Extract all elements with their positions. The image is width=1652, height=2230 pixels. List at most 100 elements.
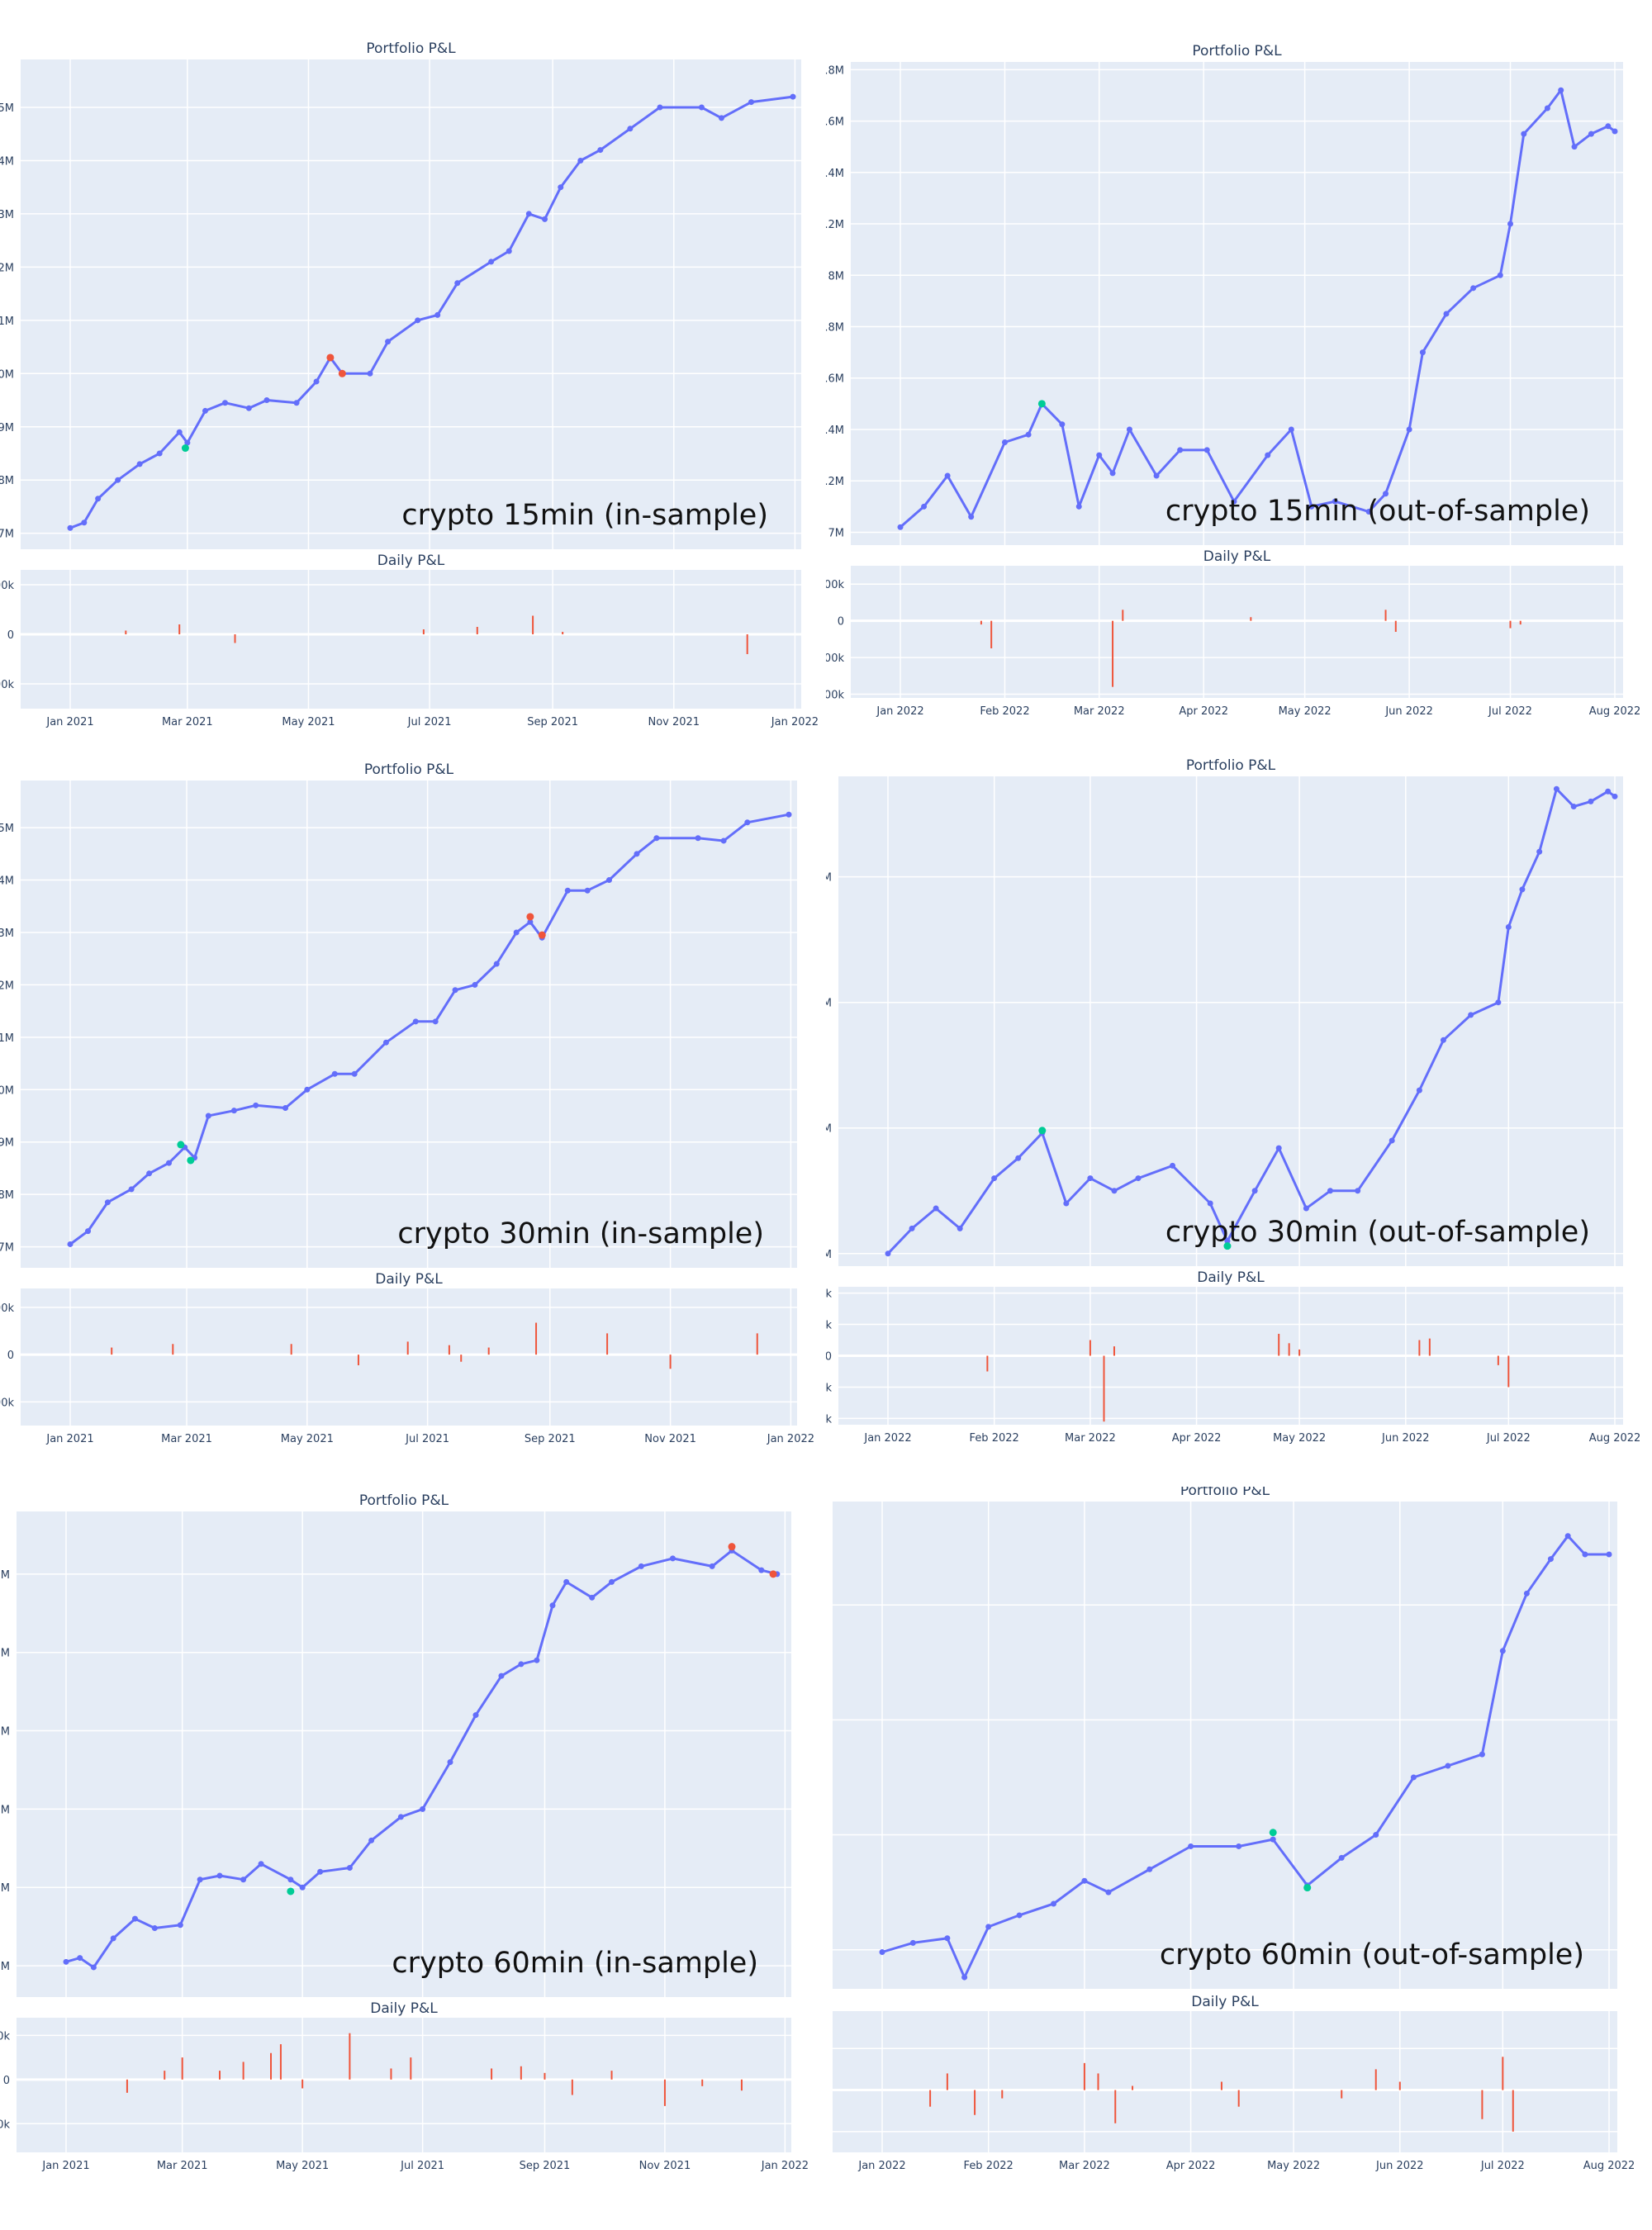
chart-svg: Portfolio P&L 7M 8M 9M 10M 11M 12M 13M 14M 15M cry… — [0, 40, 819, 728]
daily-bar — [476, 627, 478, 634]
pnl-y-tick-label: 7M — [0, 1961, 10, 1973]
pnl-y-tick-label: 9M — [0, 1137, 14, 1150]
pnl-point — [131, 1915, 138, 1922]
pnl-point — [1224, 1238, 1231, 1245]
pnl-title: Portfolio P&L — [359, 1492, 449, 1509]
pnl-point — [385, 339, 392, 345]
pnl-marker-low — [287, 1887, 295, 1896]
pnl-point — [1499, 1648, 1506, 1654]
pnl-point — [1612, 793, 1618, 799]
x-tick-label: Mar 2022 — [1065, 1432, 1116, 1445]
pnl-point — [115, 477, 121, 483]
pnl-point — [1203, 447, 1210, 453]
pnl-point — [81, 520, 88, 526]
chart-svg: Portfolio P&L 7M 8M 9M 10M 11M 12M crypto 60min… — [0, 1492, 809, 2172]
chart-svg: Portfolio P&L 7M 8M 9M 10M 11M 12M 13M 14M 15M cry… — [0, 762, 814, 1445]
chart-annotation: crypto 15min (out-of-sample) — [1165, 495, 1590, 528]
pnl-point — [176, 429, 183, 435]
pnl-y-tick-label: 11M — [0, 1032, 14, 1045]
pnl-plot-area — [21, 780, 797, 1268]
pnl-y-tick-label: 9M — [0, 422, 14, 434]
pnl-point — [1416, 1087, 1422, 1094]
pnl-point — [698, 104, 705, 111]
x-tick-label: Jul 2021 — [407, 716, 452, 728]
x-tick-label: Aug 2022 — [1589, 705, 1641, 718]
pnl-y-tick-label: 15M — [0, 823, 14, 835]
x-tick-label: Feb 2022 — [970, 1432, 1019, 1445]
pnl-point — [513, 929, 520, 936]
pnl-point — [542, 216, 548, 222]
pnl-point — [1373, 1832, 1379, 1839]
daily-bar — [1502, 2057, 1504, 2090]
pnl-point — [1025, 431, 1032, 438]
pnl-y-tick-label: 13M — [0, 928, 14, 940]
pnl-point — [202, 407, 208, 414]
pnl-point — [1588, 798, 1594, 804]
pnl-point — [222, 400, 228, 406]
pnl-point — [1207, 1200, 1213, 1207]
daily-bar — [746, 634, 748, 654]
pnl-marker-low — [1038, 1127, 1047, 1135]
pnl-point — [1146, 1866, 1153, 1872]
daily-bar — [349, 2033, 351, 2080]
pnl-point — [367, 370, 373, 377]
pnl-point — [1327, 1188, 1333, 1194]
pnl-point — [304, 1086, 311, 1093]
pnl-point — [95, 496, 102, 502]
pnl-point — [627, 126, 634, 132]
daily-y-tick-label: 0 — [826, 1351, 832, 1364]
pnl-y-tick-label: 10M — [0, 1726, 10, 1739]
pnl-point — [1303, 1205, 1309, 1212]
x-tick-label: Jan 2021 — [45, 1433, 93, 1445]
chart-panel-15min-out-of-sample: Portfolio P&L 7M 7.2M 7.4M 7.6M 7.8M 8M 8.2M 8.4… — [826, 0, 1652, 743]
pnl-point — [1495, 999, 1502, 1006]
pnl-y-tick-label: 12M — [0, 1569, 10, 1582]
pnl-point — [1236, 1843, 1242, 1849]
pnl-point — [558, 184, 564, 191]
pnl-point — [1505, 923, 1512, 930]
daily-y-tick-label: 0 — [838, 616, 844, 629]
x-tick-label: Nov 2021 — [648, 716, 700, 728]
pnl-point — [944, 472, 951, 479]
pnl-point — [933, 1205, 939, 1212]
pnl-point — [1288, 426, 1294, 433]
daily-bar — [535, 1322, 538, 1355]
x-tick-label: Aug 2022 — [1583, 2160, 1635, 2172]
daily-bar — [1481, 2090, 1483, 2119]
pnl-y-tick-label: 8M — [0, 475, 14, 487]
pnl-point — [709, 1563, 715, 1569]
pnl-point — [1365, 509, 1372, 515]
daily-bar — [1341, 2090, 1343, 2099]
x-tick-label: Jul 2021 — [405, 1433, 449, 1445]
pnl-point — [1547, 1556, 1554, 1563]
pnl-point — [534, 1657, 540, 1663]
pnl-point — [695, 835, 701, 842]
pnl-point — [744, 819, 751, 826]
daily-bar — [1288, 1343, 1290, 1356]
pnl-point — [1468, 1012, 1474, 1018]
pnl-point — [299, 1884, 306, 1891]
x-tick-label: Jun 2022 — [1384, 705, 1433, 718]
x-tick-label: Mar 2021 — [161, 1433, 212, 1445]
pnl-point — [447, 1758, 453, 1765]
pnl-point — [1605, 788, 1612, 795]
daily-bar — [111, 1347, 113, 1355]
pnl-point — [985, 1924, 992, 1930]
daily-bar — [126, 2079, 128, 2093]
pnl-point — [1188, 1843, 1194, 1849]
pnl-point — [527, 918, 534, 925]
daily-bar — [1384, 610, 1387, 621]
pnl-point — [110, 1935, 116, 1942]
daily-y-tick-label: 100k — [826, 1320, 832, 1332]
x-tick-label: Jan 2022 — [761, 2160, 809, 2172]
pnl-point — [563, 1578, 570, 1585]
pnl-point — [263, 397, 270, 404]
pnl-y-tick-label: 8M — [0, 1882, 10, 1895]
pnl-y-tick-label: 7M — [828, 527, 845, 539]
daily-bar — [1083, 2062, 1085, 2090]
pnl-point — [1445, 1763, 1451, 1769]
daily-bar — [219, 2071, 221, 2080]
